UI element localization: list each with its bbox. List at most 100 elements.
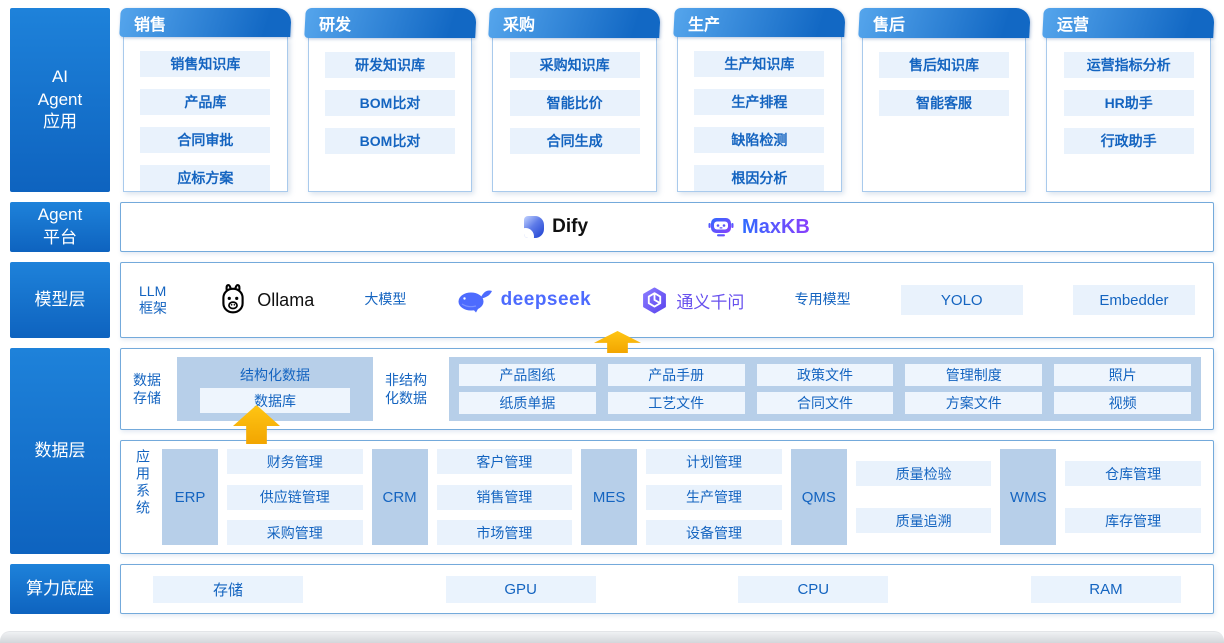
structured-data-group: 结构化数据 数据库 <box>177 357 373 421</box>
column-header-label: 售后 <box>872 17 905 34</box>
unstructured-item: 方案文件 <box>905 392 1043 414</box>
agent-app-columns: 销售 销售知识库 产品库 合同审批 应标方案 研发 研发知识库 BOM比对 BO… <box>119 8 1215 192</box>
erp-modules: 财务管理 供应链管理 采购管理 <box>227 449 363 545</box>
module-item: 财务管理 <box>227 449 363 474</box>
system-crm: CRM <box>371 449 428 545</box>
data-storage-label: 数据 存储 <box>133 371 161 406</box>
big-model-label: 大模型 <box>364 291 407 308</box>
database-item: 数据库 <box>200 388 350 413</box>
app-item: 智能比价 <box>509 90 640 116</box>
qwen-label: 通义千问 <box>676 292 745 312</box>
app-item: 销售知识库 <box>140 51 271 77</box>
app-systems-panel: 应用系统 ERP 财务管理 供应链管理 采购管理 CRM 客户管理 销售管理 市… <box>120 440 1214 554</box>
maxkb-robot-icon <box>708 218 734 237</box>
compute-item-cpu: CPU <box>738 575 889 603</box>
module-item: 生产管理 <box>646 484 782 510</box>
layer-label-agent-apps: AI Agent 应用 <box>10 8 110 192</box>
compute-panel: 存储 GPU CPU RAM <box>120 564 1214 614</box>
app-item: HR助手 <box>1063 90 1194 116</box>
deepseek-label: deepseek <box>500 289 592 310</box>
layer-grid: AI Agent 应用 销售 销售知识库 产品库 合同审批 应标方案 研发 研发… <box>10 8 1215 614</box>
compute-item-gpu: GPU <box>445 575 596 603</box>
wms-modules: 仓库管理 库存管理 <box>1065 449 1201 545</box>
column-header-label: 研发 <box>318 17 351 34</box>
llm-framework-label: LLM 框架 <box>139 282 167 317</box>
column-body: 研发知识库 BOM比对 BOM比对 <box>307 38 473 192</box>
module-item: 质量追溯 <box>855 508 992 533</box>
dify-logo-icon <box>524 216 545 238</box>
unstructured-item: 合同文件 <box>756 392 894 414</box>
app-item: 应标方案 <box>140 165 271 191</box>
deepseek-whale-icon <box>458 290 492 313</box>
column-header-label: 生产 <box>688 16 721 34</box>
app-systems-label: 应用系统 <box>135 449 151 517</box>
column-header-tab: 生产 <box>673 8 846 37</box>
model-layer-panel: LLM 框架 Ollama 大模型 <box>120 262 1214 338</box>
unstructured-item: 纸质单据 <box>459 392 596 414</box>
unstructured-item: 政策文件 <box>756 364 894 386</box>
ollama-brand: Ollama <box>217 280 314 320</box>
bottom-gray-bar <box>0 631 1224 643</box>
data-storage-panel: 数据 存储 结构化数据 数据库 非结构 化数据 产品图纸 产品手册 政策文件 管… <box>120 348 1214 430</box>
ollama-llama-icon <box>222 284 244 314</box>
crm-modules: 客户管理 销售管理 市场管理 <box>436 449 573 545</box>
column-header-tab: 运营 <box>1042 8 1215 38</box>
special-model-label: 专用模型 <box>794 291 851 308</box>
layer-label-model: 模型层 <box>10 262 110 338</box>
mes-modules: 计划管理 生产管理 设备管理 <box>646 449 782 545</box>
module-item: 计划管理 <box>646 449 782 474</box>
system-wms: WMS <box>1000 449 1057 545</box>
layer-label-compute: 算力底座 <box>10 564 110 614</box>
structured-data-title: 结构化数据 <box>240 367 310 383</box>
app-item: 根因分析 <box>694 165 825 191</box>
unstructured-item: 产品手册 <box>607 364 745 386</box>
layer-label-data: 数据层 <box>10 348 110 554</box>
column-header-label: 采购 <box>503 17 536 34</box>
app-item: 采购知识库 <box>509 52 640 78</box>
unstructured-item: 工艺文件 <box>607 392 745 414</box>
unstructured-item: 照片 <box>1054 364 1191 386</box>
agent-app-column-production: 生产 生产知识库 生产排程 缺陷检测 根因分析 <box>673 8 846 192</box>
app-item: 生产排程 <box>694 89 825 115</box>
app-item: 生产知识库 <box>694 51 825 77</box>
module-item: 设备管理 <box>646 520 782 545</box>
dify-label: Dify <box>552 216 589 237</box>
system-erp: ERP <box>162 449 218 545</box>
unstructured-item: 视频 <box>1054 392 1191 414</box>
app-item: 智能客服 <box>878 90 1010 116</box>
app-item: 缺陷检测 <box>694 127 825 153</box>
column-header-tab: 销售 <box>119 8 292 37</box>
module-item: 采购管理 <box>227 520 363 545</box>
app-item: 合同审批 <box>140 127 271 153</box>
agent-platform-panel: Dify MaxKB <box>120 202 1214 252</box>
column-header-tab: 售后 <box>857 8 1031 38</box>
agent-app-column-operations: 运营 运营指标分析 HR助手 行政助手 <box>1042 8 1215 192</box>
app-item: 售后知识库 <box>878 52 1010 78</box>
unstructured-data-group: 产品图纸 产品手册 政策文件 管理制度 照片 纸质单据 工艺文件 合同文件 方案… <box>449 357 1201 421</box>
column-body: 生产知识库 生产排程 缺陷检测 根因分析 <box>677 37 842 192</box>
deepseek-brand: deepseek <box>457 287 592 313</box>
special-model-embedder: Embedder <box>1072 285 1195 315</box>
column-header-label: 销售 <box>134 16 167 34</box>
app-item: BOM比对 <box>324 90 456 116</box>
maxkb-label: MaxKB <box>742 215 810 238</box>
app-item: BOM比对 <box>324 128 456 154</box>
qwen-brand: 通义千问 <box>641 287 744 314</box>
column-header-label: 运营 <box>1057 17 1090 34</box>
module-item: 仓库管理 <box>1065 461 1201 486</box>
module-item: 供应链管理 <box>227 484 363 510</box>
system-mes: MES <box>581 449 638 545</box>
dify-brand: Dify <box>524 216 588 238</box>
data-layer-stack: 数据 存储 结构化数据 数据库 非结构 化数据 产品图纸 产品手册 政策文件 管… <box>120 348 1214 554</box>
column-body: 运营指标分析 HR助手 行政助手 <box>1046 38 1212 192</box>
compute-item-storage: 存储 <box>153 575 303 603</box>
module-item: 质量检验 <box>855 461 992 486</box>
unstructured-data-label: 非结构 化数据 <box>385 371 427 406</box>
unstructured-item: 产品图纸 <box>459 364 596 386</box>
agent-app-column-aftersales: 售后 售后知识库 智能客服 <box>857 8 1031 192</box>
app-item: 研发知识库 <box>324 52 456 78</box>
app-item: 产品库 <box>140 89 271 115</box>
app-item: 行政助手 <box>1063 128 1194 154</box>
module-item: 客户管理 <box>436 449 573 474</box>
